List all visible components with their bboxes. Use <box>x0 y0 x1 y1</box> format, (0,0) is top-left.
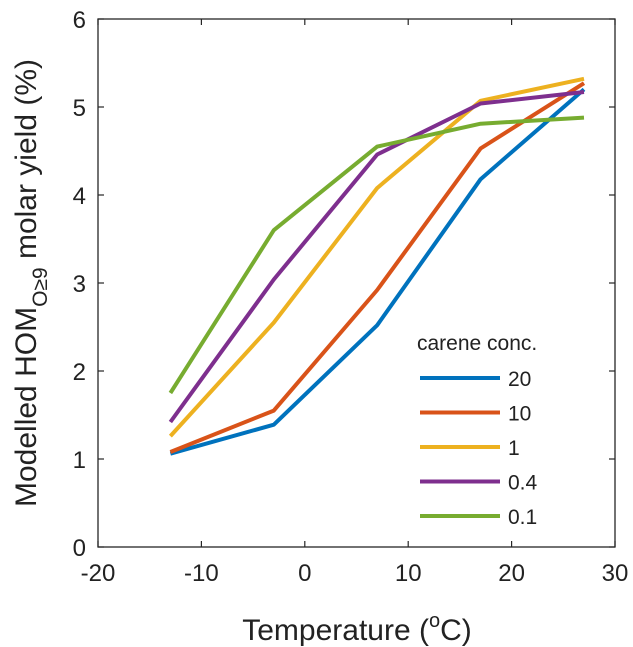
axes: -20 -10 0 10 20 30 0 1 2 3 4 5 6 <box>73 7 629 587</box>
x-axis-label: Temperature (oC) <box>242 610 472 647</box>
x-tick-label: 30 <box>602 560 629 587</box>
series-line-10 <box>169 81 586 454</box>
legend-label: 10 <box>508 403 531 426</box>
y-tick-label: 3 <box>73 271 86 298</box>
legend-label: 1 <box>508 437 520 460</box>
y-tick-label: 6 <box>73 7 86 34</box>
legend: carene conc. 20 10 1 0.4 0.1 <box>417 332 538 529</box>
series-line-0-4 <box>168 90 585 424</box>
legend-label: 0.4 <box>508 472 538 495</box>
x-tick-label: 0 <box>298 560 311 587</box>
series-line-1 <box>168 76 585 438</box>
series-line-20 <box>169 87 586 456</box>
legend-title: carene conc. <box>417 332 537 355</box>
y-tick-label: 1 <box>73 447 86 474</box>
y-tick-label: 4 <box>73 183 86 210</box>
series-line-0-1 <box>168 115 585 395</box>
y-axis-label: Modelled HOMO≥9 molar yield (%) <box>10 59 52 507</box>
x-tick-label: 10 <box>395 560 422 587</box>
y-tick-label: 5 <box>73 95 86 122</box>
x-tick-label: -20 <box>81 560 116 587</box>
x-tick-label: 20 <box>498 560 525 587</box>
x-tick-label: -10 <box>184 560 219 587</box>
y-tick-label: 2 <box>73 359 86 386</box>
y-tick-label: 0 <box>73 535 86 562</box>
legend-label: 20 <box>508 368 531 391</box>
legend-label: 0.1 <box>508 506 537 529</box>
series-layer <box>168 76 586 456</box>
